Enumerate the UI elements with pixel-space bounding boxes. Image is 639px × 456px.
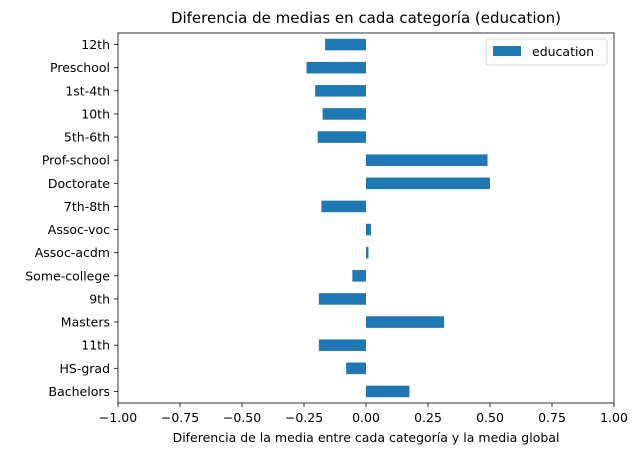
- y-tick-label: Prof-school: [42, 153, 110, 168]
- bar-10th: [322, 108, 366, 120]
- x-tick-label: 1.00: [600, 410, 628, 425]
- y-tick-label: Some-college: [25, 268, 110, 283]
- plot-frame: [117, 32, 615, 404]
- y-tick-label: Assoc-acdm: [35, 245, 110, 260]
- y-tick-label: Bachelors: [49, 384, 111, 399]
- bar-prof-school: [366, 154, 488, 166]
- bars-group: [306, 38, 490, 398]
- y-tick-label: Masters: [61, 315, 110, 330]
- x-tick-label: −0.25: [285, 410, 323, 425]
- y-tick-label: Doctorate: [48, 176, 110, 191]
- x-tick-label: 0.00: [352, 410, 380, 425]
- bar-preschool: [306, 61, 366, 74]
- bar-some-college: [352, 270, 366, 282]
- y-tick-label: 7th-8th: [64, 199, 110, 214]
- x-tick-label: 0.25: [414, 410, 442, 425]
- x-axis-label: Diferencia de la media entre cada catego…: [173, 430, 560, 445]
- bar-assoc-voc: [366, 223, 371, 236]
- legend-box: [485, 38, 608, 66]
- legend-label: education: [532, 44, 594, 59]
- x-tick-label: −0.50: [223, 410, 261, 425]
- bar-assoc-acdm: [366, 246, 369, 259]
- bar-1st-4th: [315, 85, 366, 97]
- bar-11th: [318, 339, 366, 351]
- y-tick-label: HS-grad: [59, 361, 110, 376]
- bar-doctorate: [366, 177, 490, 190]
- y-tick-label: 10th: [81, 106, 110, 121]
- bar-12th: [325, 38, 366, 51]
- legend: education: [485, 38, 608, 66]
- bar-hs-grad: [346, 362, 366, 375]
- x-tick-label: −1.00: [99, 410, 137, 425]
- y-tick-label: 1st-4th: [65, 83, 110, 98]
- y-tick-label: 11th: [81, 338, 110, 353]
- bar-5th-6th: [317, 131, 366, 143]
- y-tick-label: 9th: [89, 291, 110, 306]
- y-tick-label: 12th: [81, 37, 110, 52]
- y-ticks-group: 12th Preschool 1st-4th 10th 5th-6th Prof-scho…: [25, 37, 118, 399]
- legend-swatch: [493, 46, 521, 56]
- x-tick-label: 0.50: [476, 410, 504, 425]
- bar-9th: [318, 293, 366, 305]
- y-tick-label: Assoc-voc: [48, 222, 110, 237]
- x-ticks-group: −1.00 −0.75 −0.50 −0.25 0.00 0.25 0.50 0.75 1.00: [99, 403, 628, 425]
- y-tick-label: Preschool: [50, 60, 110, 75]
- bar-bachelors: [366, 385, 410, 398]
- x-tick-label: 0.75: [538, 410, 566, 425]
- y-tick-label: 5th-6th: [64, 130, 110, 145]
- bar-masters: [366, 316, 445, 328]
- bar-7th-8th: [321, 200, 366, 213]
- chart-title: Diferencia de medias en cada categoría (…: [171, 9, 561, 27]
- x-tick-label: −0.75: [161, 410, 199, 425]
